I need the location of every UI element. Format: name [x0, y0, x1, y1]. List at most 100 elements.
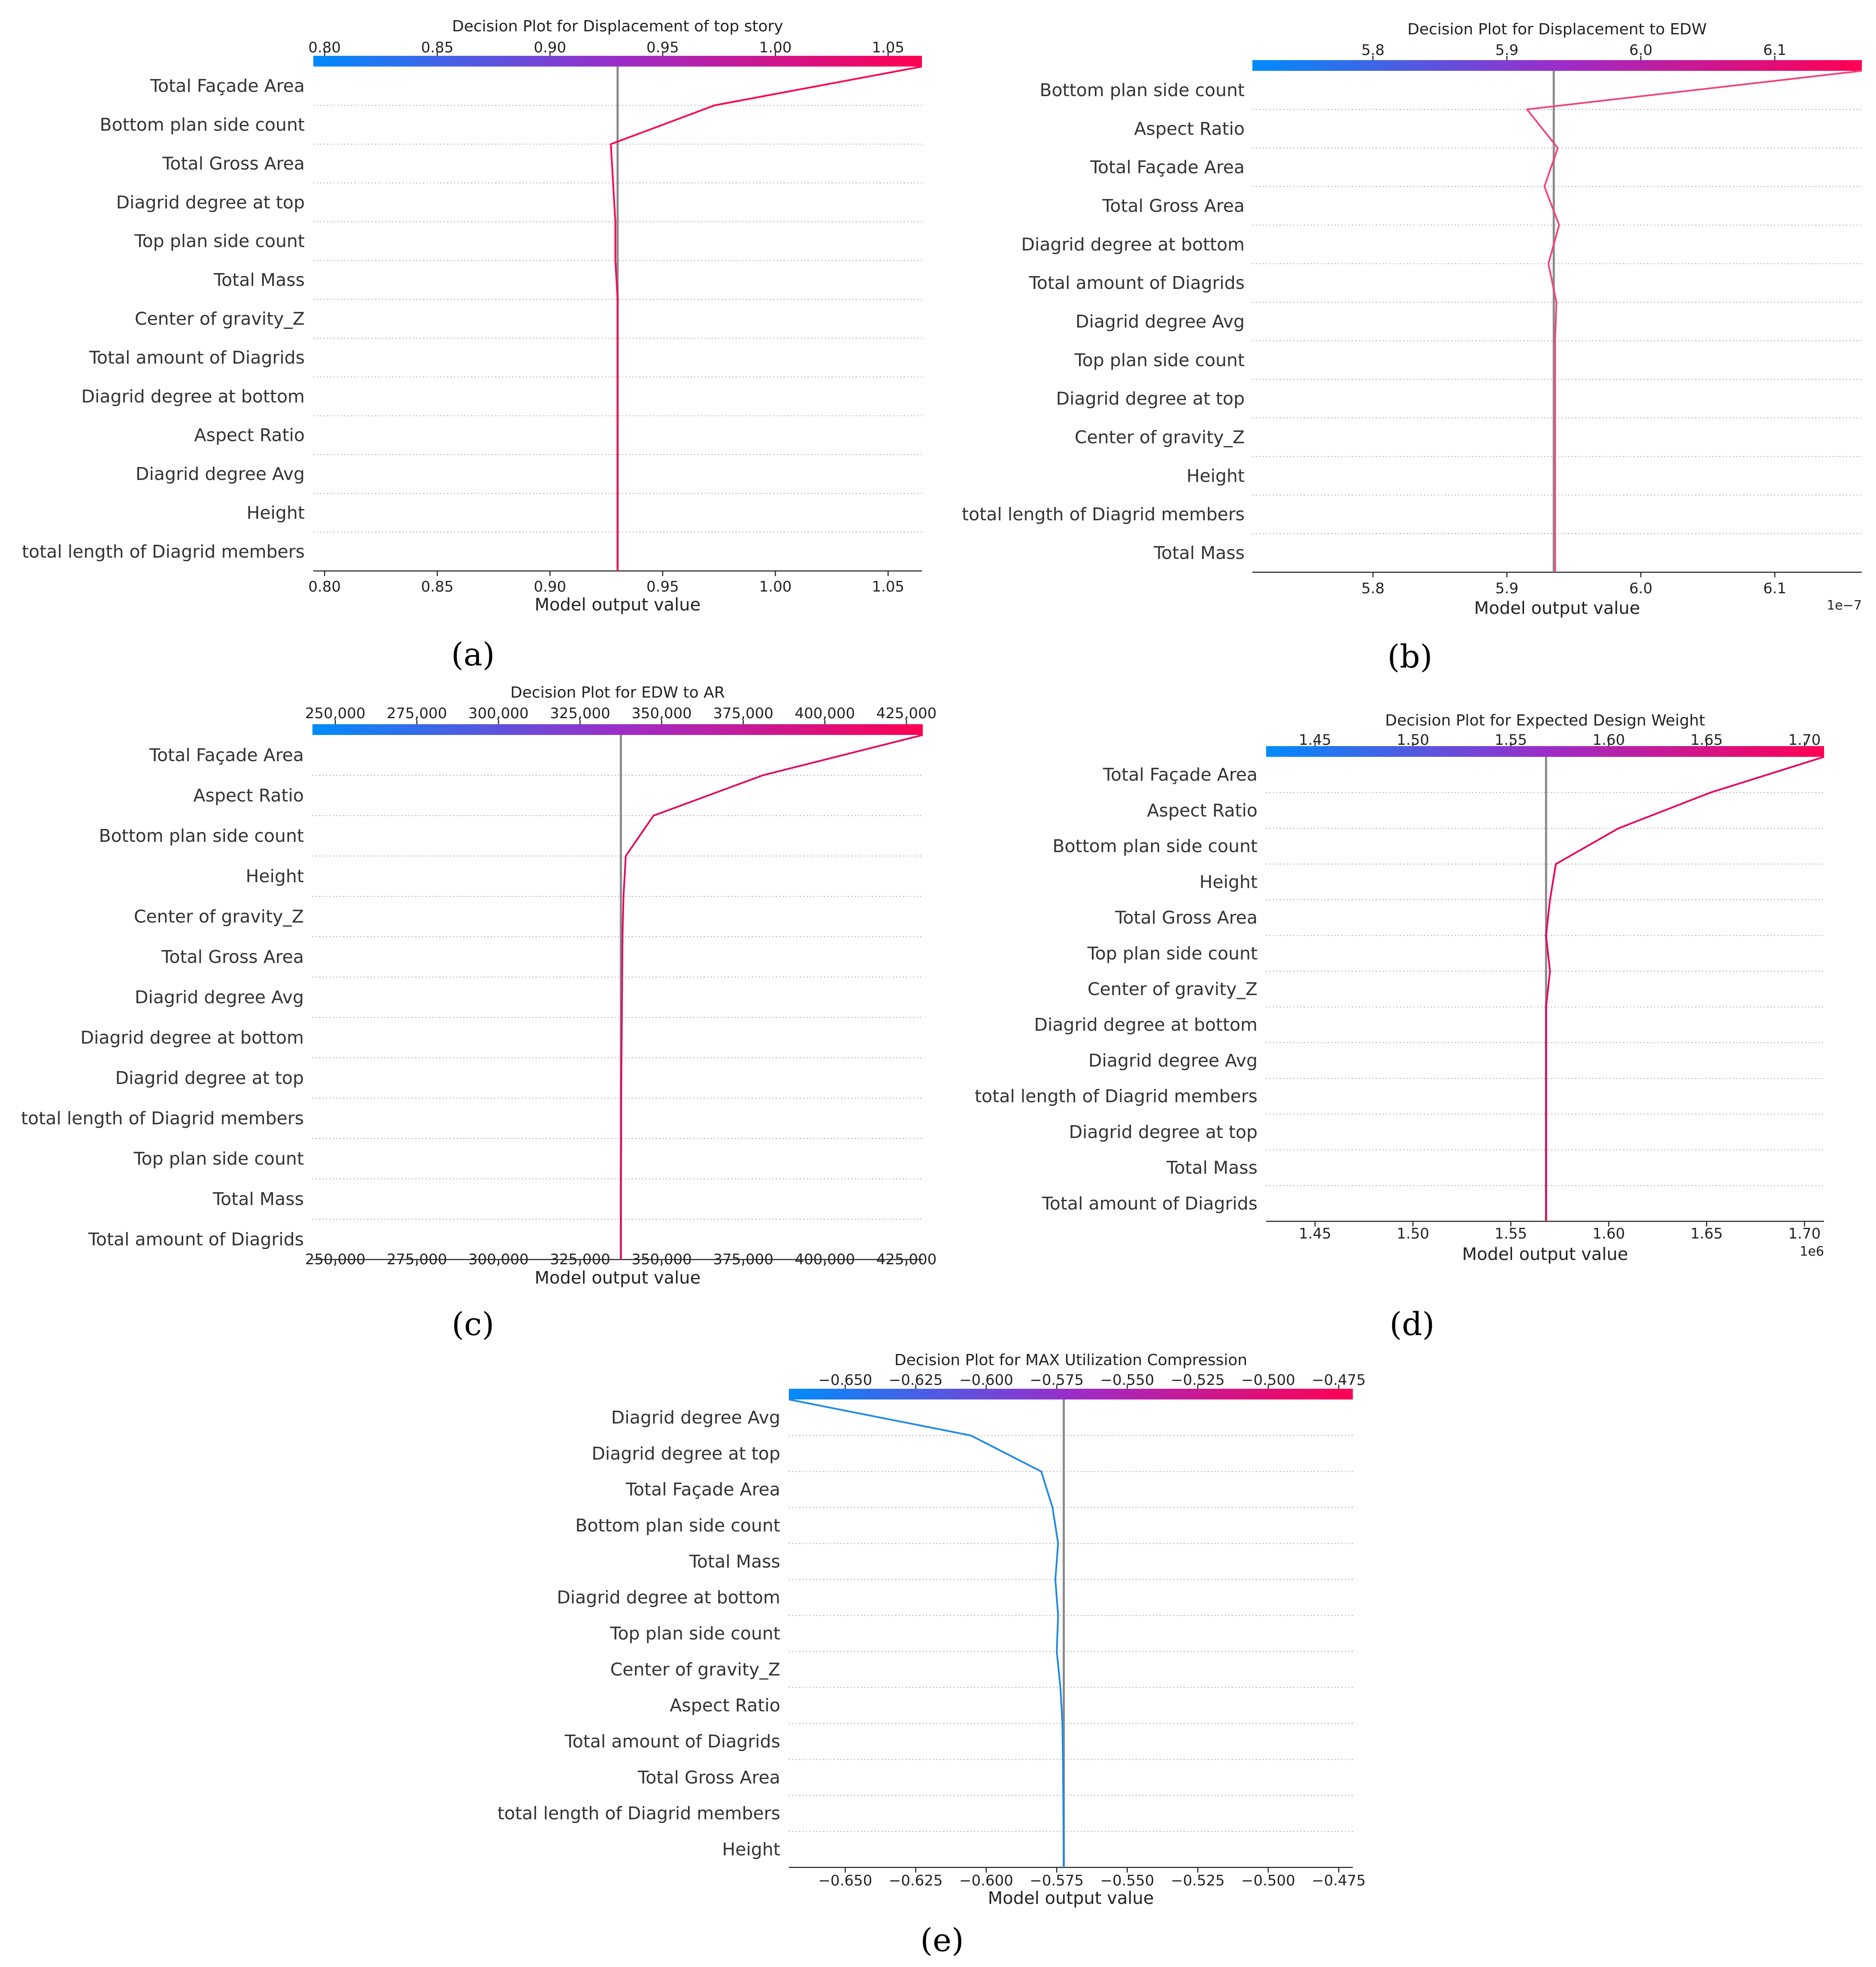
colorbar-tick-label: 375,000	[713, 705, 773, 722]
feature-label: Top plan side count	[133, 1148, 304, 1169]
decision-path-line	[620, 734, 923, 1260]
colorbar-tick-label: −0.500	[1241, 1372, 1295, 1389]
feature-label: Total Façade Area	[1090, 157, 1245, 178]
feature-label: Diagrid degree at top	[591, 1443, 780, 1464]
feature-label: Total Gross Area	[162, 153, 305, 174]
feature-label: Total Mass	[212, 1189, 304, 1209]
feature-label: Aspect Ratio	[194, 425, 305, 446]
feature-label: Aspect Ratio	[1134, 118, 1245, 139]
x-tick-label: 5.8	[1361, 580, 1385, 597]
colorbar-tick-label: 1.70	[1788, 732, 1821, 749]
colorbar-tick-label: −0.575	[1030, 1372, 1084, 1389]
panel-a-decision-plot: Decision Plot for Displacement of top st…	[22, 18, 922, 673]
feature-label: Aspect Ratio	[193, 785, 304, 806]
feature-label: Center of gravity_Z	[1088, 979, 1258, 999]
colorbar-tick-label: 0.85	[421, 39, 454, 56]
feature-label: Diagrid degree Avg	[1076, 311, 1245, 332]
feature-label: Total Gross Area	[161, 947, 304, 967]
colorbar-tick-label: 1.45	[1299, 732, 1331, 749]
colorbar-tick-label: 325,000	[550, 705, 610, 722]
feature-label: Aspect Ratio	[670, 1695, 780, 1716]
feature-label: Height	[246, 502, 305, 523]
feature-label: Top plan side count	[1087, 943, 1258, 964]
x-tick-label: 6.0	[1629, 580, 1652, 597]
colorbar-tick-label: −0.600	[959, 1372, 1013, 1389]
decision-path-line	[1545, 756, 1824, 1221]
feature-label: total length of Diagrid members	[975, 1086, 1258, 1107]
panel-label: (a)	[451, 636, 495, 673]
x-tick-label: 0.80	[308, 578, 341, 595]
feature-label: Total Mass	[1153, 543, 1245, 563]
colorbar-tick-label: 250,000	[305, 705, 366, 722]
x-tick-label: 1.45	[1299, 1225, 1331, 1242]
feature-label: Top plan side count	[610, 1623, 781, 1644]
colorbar-tick-label: 1.60	[1592, 732, 1625, 749]
panel-b-decision-plot: Decision Plot for Displacement to EDW 5.8…	[962, 21, 1862, 675]
feature-label: Diagrid degree at top	[116, 192, 305, 212]
feature-label: Bottom plan side count	[575, 1515, 780, 1536]
x-tick-label: 5.9	[1495, 580, 1518, 597]
colorbar-tick-label: −0.650	[818, 1372, 872, 1389]
feature-label: Diagrid degree Avg	[136, 464, 305, 484]
feature-label: Center of gravity_Z	[1075, 427, 1245, 448]
feature-label: Center of gravity_Z	[134, 906, 304, 927]
x-tick-label: −0.550	[1100, 1872, 1154, 1889]
colorbar-tick-label: −0.625	[889, 1372, 943, 1389]
colorbar-tick-label: 1.65	[1690, 732, 1723, 749]
colorbar-tick-label: 1.55	[1494, 732, 1527, 749]
feature-label: Height	[1186, 465, 1245, 486]
panel-e-decision-plot: Decision Plot for MAX Utilization Compre…	[497, 1351, 1366, 1959]
panel-label: (c)	[452, 1306, 494, 1343]
feature-label: Total Mass	[213, 270, 305, 290]
x-tick-label: −0.500	[1241, 1872, 1295, 1889]
x-tick-label: 0.95	[646, 578, 679, 595]
x-tick-label: −0.650	[818, 1872, 872, 1889]
feature-label: total length of Diagrid members	[497, 1803, 780, 1824]
panel-c-decision-plot: Decision Plot for EDW to AR250,000250,00…	[21, 684, 936, 1343]
colorbar	[313, 56, 922, 67]
chart-title: Decision Plot for EDW to AR	[510, 684, 725, 701]
colorbar	[789, 1389, 1353, 1399]
colorbar-tick-label: −0.475	[1312, 1372, 1366, 1389]
colorbar-tick-label: 1.00	[759, 39, 792, 56]
colorbar-tick-label: 275,000	[387, 705, 447, 722]
feature-label: Diagrid degree at bottom	[80, 1027, 304, 1048]
feature-label: Total Façade Area	[1103, 765, 1258, 785]
feature-label: Total Façade Area	[149, 745, 304, 765]
colorbar-tick-label: −0.550	[1100, 1372, 1154, 1389]
feature-label: Diagrid degree at top	[1069, 1122, 1258, 1142]
x-tick-label: −0.600	[959, 1872, 1013, 1889]
panel-d-decision-plot: Decision Plot for Expected Design Weight…	[975, 712, 1824, 1343]
colorbar-tick-label: 5.9	[1495, 42, 1518, 59]
colorbar-tick-label: 6.1	[1763, 42, 1786, 59]
x-tick-label: 1.00	[759, 578, 792, 595]
feature-label: total length of Diagrid members	[22, 541, 305, 562]
x-tick-label: 1.55	[1494, 1225, 1527, 1242]
panel-label: (e)	[920, 1922, 964, 1959]
feature-label: Diagrid degree at bottom	[1034, 1014, 1258, 1035]
x-tick-label: 1.65	[1690, 1225, 1723, 1242]
feature-label: Total Gross Area	[1115, 908, 1258, 928]
x-tick-label: −0.525	[1171, 1872, 1225, 1889]
colorbar-tick-label: 5.8	[1361, 42, 1385, 59]
feature-label: Total amount of Diagrids	[1029, 273, 1245, 293]
feature-label: Total amount of Diagrids	[88, 1229, 304, 1250]
feature-label: Diagrid degree Avg	[611, 1407, 780, 1428]
feature-label: Aspect Ratio	[1147, 800, 1258, 821]
chart-title: Decision Plot for MAX Utilization Compre…	[894, 1351, 1247, 1369]
axis-multiplier: 1e−7	[1827, 598, 1862, 613]
feature-label: Height	[245, 866, 304, 886]
x-axis-label: Model output value	[535, 1268, 701, 1288]
colorbar-tick-label: 0.80	[308, 39, 341, 56]
colorbar-tick-label: 350,000	[631, 705, 692, 722]
feature-label: Total Mass	[689, 1551, 780, 1572]
feature-label: Top plan side count	[1074, 350, 1245, 370]
feature-label: Diagrid degree at bottom	[1021, 234, 1245, 255]
x-tick-label: 1.60	[1592, 1225, 1625, 1242]
feature-label: Center of gravity_Z	[135, 309, 305, 329]
feature-label: Total Gross Area	[1102, 195, 1245, 216]
feature-label: Total Façade Area	[150, 76, 305, 96]
x-tick-label: 1.05	[872, 578, 904, 595]
feature-label: Total Mass	[1166, 1157, 1258, 1178]
